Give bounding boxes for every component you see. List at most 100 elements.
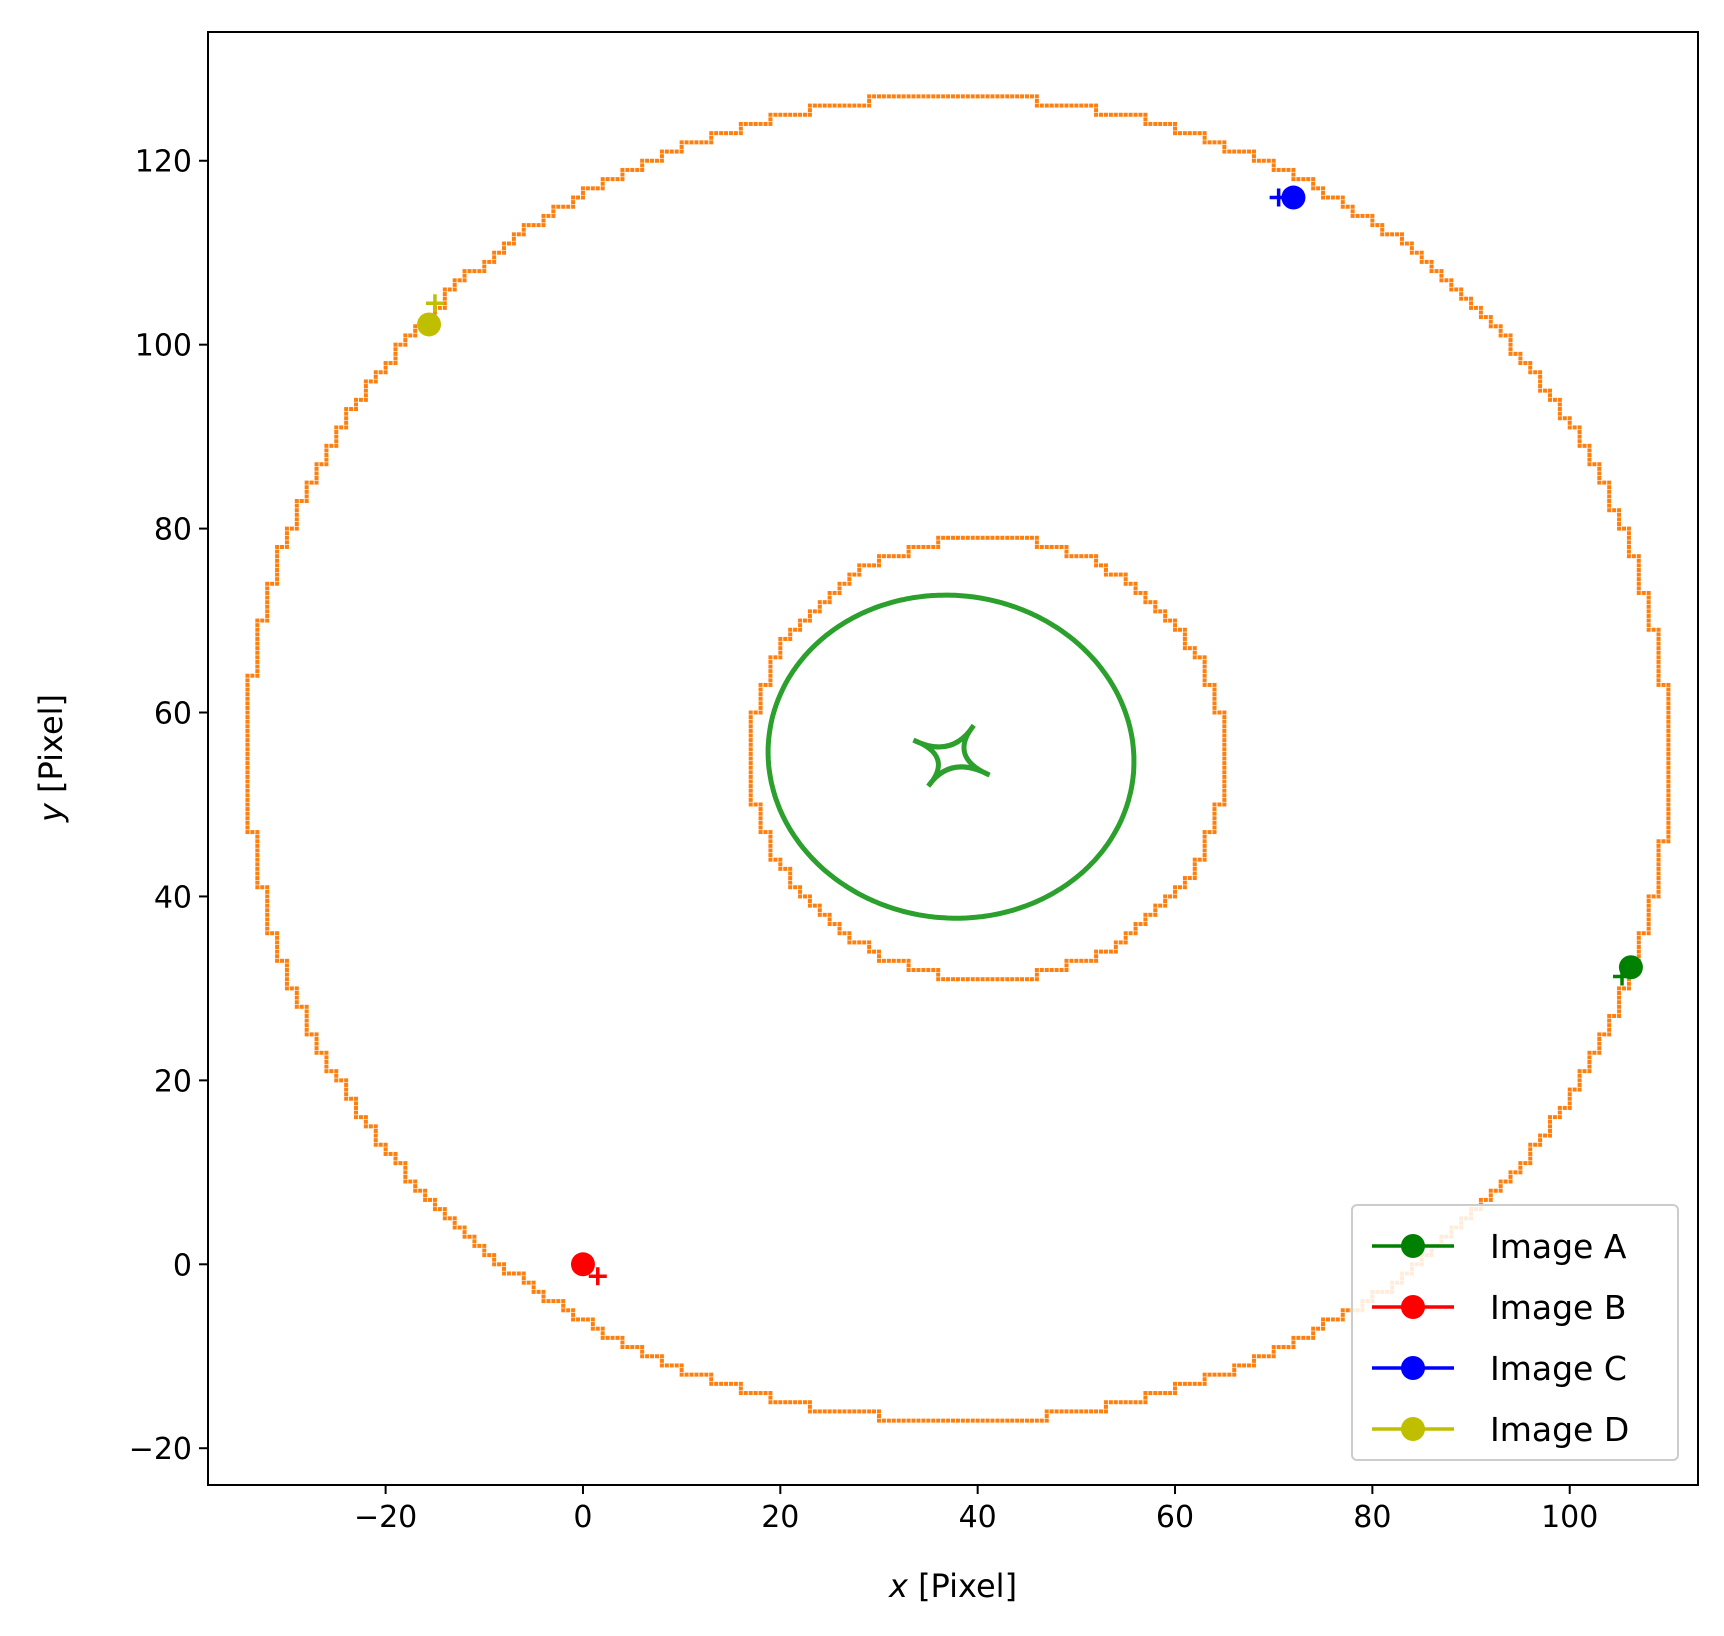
outer-ring-dot: [1666, 839, 1671, 844]
outer-ring-dot: [645, 158, 650, 163]
outer-ring-dot: [255, 659, 260, 664]
inner-ring-dot: [1212, 825, 1217, 830]
outer-ring-dot: [1626, 526, 1631, 531]
outer-ring-dot: [363, 384, 368, 389]
outer-ring-dot: [1000, 1418, 1005, 1423]
inner-ring-dot: [1222, 770, 1227, 775]
inner-ring-dot: [1182, 885, 1187, 890]
outer-ring-dot: [1636, 949, 1641, 954]
outer-ring-dot: [620, 167, 625, 172]
outer-ring-dot: [1321, 195, 1326, 200]
inner-ring-dot: [1202, 843, 1207, 848]
outer-ring-dot: [738, 131, 743, 136]
outer-ring-dot: [324, 1064, 329, 1069]
outer-ring-dot: [1617, 1013, 1622, 1018]
outer-ring-dot: [985, 94, 990, 99]
outer-ring-dot: [516, 1271, 521, 1276]
outer-ring-dot: [1577, 1073, 1582, 1078]
outer-ring-dot: [452, 1225, 457, 1230]
outer-ring-dot: [1202, 140, 1207, 145]
outer-ring-dot: [1340, 204, 1345, 209]
outer-ring-dot: [1385, 232, 1390, 237]
outer-ring-dot: [1464, 296, 1469, 301]
outer-ring-dot: [1237, 149, 1242, 154]
outer-ring-dot: [255, 834, 260, 839]
outer-ring-dot: [275, 949, 280, 954]
inner-ring-dot: [1020, 535, 1025, 540]
outer-ring-dot: [1094, 112, 1099, 117]
image-c-observed-marker: [1281, 185, 1306, 210]
outer-ring-dot: [1538, 1138, 1543, 1143]
outer-ring-dot: [788, 112, 793, 117]
outer-ring-dot: [1528, 1147, 1533, 1152]
outer-ring-dot: [778, 112, 783, 117]
outer-ring-dot: [344, 411, 349, 416]
outer-ring-dot: [689, 1372, 694, 1377]
outer-ring-dot: [679, 1372, 684, 1377]
outer-ring-dot: [1113, 1400, 1118, 1405]
outer-ring-dot: [477, 269, 482, 274]
outer-ring-dot: [1242, 1363, 1247, 1368]
inner-ring-dot: [955, 977, 960, 982]
outer-ring-dot: [1020, 94, 1025, 99]
outer-ring-dot: [393, 1151, 398, 1156]
outer-ring-dot: [620, 177, 625, 182]
outer-ring-dot: [714, 1381, 719, 1386]
y-tick-label: 40: [154, 880, 192, 915]
inner-ring-dot: [1084, 554, 1089, 559]
outer-ring-dot: [1617, 512, 1622, 517]
outer-ring-dot: [946, 1418, 951, 1423]
outer-ring-dot: [571, 200, 576, 205]
outer-ring-dot: [1587, 453, 1592, 458]
outer-ring-dot: [1375, 223, 1380, 228]
inner-ring-dot: [817, 912, 822, 917]
outer-ring-dot: [1577, 1078, 1582, 1083]
outer-ring-dot: [1133, 1400, 1138, 1405]
outer-ring-dot: [245, 774, 250, 779]
outer-ring-dot: [1094, 1409, 1099, 1414]
outer-ring-dot: [245, 715, 250, 720]
inner-ring-dot: [1138, 590, 1143, 595]
outer-ring-dot: [931, 94, 936, 99]
outer-ring-dot: [1656, 673, 1661, 678]
inner-ring-dot: [837, 586, 842, 591]
inner-ring-dot: [788, 627, 793, 632]
outer-ring-dot: [255, 627, 260, 632]
outer-ring-dot: [822, 1409, 827, 1414]
outer-ring-dot: [763, 1391, 768, 1396]
outer-ring-dot: [502, 241, 507, 246]
image-d-markers: [417, 294, 444, 337]
inner-ring-dot: [748, 770, 753, 775]
outer-ring-dot: [1567, 1092, 1572, 1097]
legend-marker: [1401, 1295, 1425, 1319]
outer-ring-dot: [245, 673, 250, 678]
outer-ring-dot: [635, 1345, 640, 1350]
outer-ring-dot: [314, 471, 319, 476]
outer-ring-dot: [1340, 1312, 1345, 1317]
outer-ring-dot: [373, 370, 378, 375]
outer-ring-dot: [304, 499, 309, 504]
outer-ring-dot: [1454, 287, 1459, 292]
outer-ring-dot: [1380, 232, 1385, 237]
outer-ring-dot: [373, 374, 378, 379]
outer-ring-dot: [1335, 195, 1340, 200]
outer-ring-dot: [403, 338, 408, 343]
outer-ring-dot: [684, 1372, 689, 1377]
outer-ring-dot: [423, 1197, 428, 1202]
outer-ring-dot: [1138, 1400, 1143, 1405]
outer-ring-dot: [284, 544, 289, 549]
outer-ring-dot: [344, 416, 349, 421]
y-axis-label-unit: [Pixel]: [32, 694, 70, 803]
outer-ring-dot: [788, 1400, 793, 1405]
outer-ring-dot: [275, 954, 280, 959]
outer-ring-dot: [1034, 103, 1039, 108]
outer-ring-dot: [1547, 1124, 1552, 1129]
outer-ring-dot: [1656, 885, 1661, 890]
outer-ring-dot: [1478, 315, 1483, 320]
outer-ring-dot: [640, 1345, 645, 1350]
inner-ring-dot: [827, 600, 832, 605]
outer-ring-dot: [255, 876, 260, 881]
outer-ring-dot: [936, 1418, 941, 1423]
inner-ring-dot: [1099, 949, 1104, 954]
outer-ring-dot: [1641, 931, 1646, 936]
